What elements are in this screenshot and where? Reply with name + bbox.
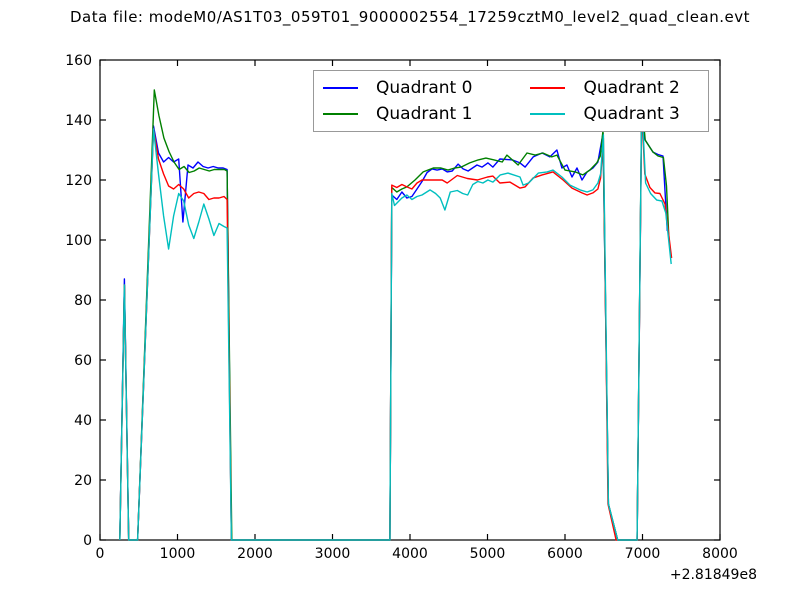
legend-label: Quadrant 0: [376, 78, 473, 98]
x-tick-label: 6000: [547, 546, 583, 562]
legend-line-sample: [530, 113, 566, 115]
plot-frame: [99, 59, 721, 541]
x-tick-label: 3000: [315, 546, 351, 562]
legend-line-sample: [323, 113, 358, 115]
x-tick-label: 5000: [470, 546, 506, 562]
legend-box: Quadrant 0 Quadrant 1 Quadrant 2 Quadrant 3: [313, 70, 709, 132]
y-tick-label: 0: [83, 533, 92, 549]
x-tick-label: 8000: [702, 546, 738, 562]
legend-label: Quadrant 1: [376, 104, 473, 124]
series-line-quadrant-1: [119, 89, 670, 541]
legend-line-sample: [530, 87, 566, 89]
y-tick-label: 140: [65, 113, 92, 129]
legend-item-quadrant-2: Quadrant 2: [530, 78, 680, 98]
legend-line-sample: [323, 87, 358, 89]
chart-title: Data file: modeM0/AS1T03_059T01_90000025…: [70, 8, 750, 26]
x-tick-label: 4000: [392, 546, 428, 562]
x-tick-label: 1000: [160, 546, 196, 562]
x-tick-label: 2000: [237, 546, 273, 562]
y-tick-label: 80: [74, 293, 92, 309]
legend-item-quadrant-0: Quadrant 0: [323, 78, 472, 98]
series-line-quadrant-3: [119, 101, 672, 541]
legend-item-quadrant-3: Quadrant 3: [530, 104, 680, 124]
x-tick-label: 0: [96, 546, 105, 562]
y-tick-label: 120: [65, 173, 92, 189]
legend-label: Quadrant 3: [583, 104, 680, 124]
x-axis-offset-label: +2.81849e8: [670, 567, 757, 583]
x-tick-label: 7000: [625, 546, 661, 562]
legend-item-quadrant-1: Quadrant 1: [323, 104, 472, 124]
series-line-quadrant-0: [119, 105, 668, 541]
y-tick-label: 60: [74, 353, 92, 369]
y-tick-label: 100: [65, 233, 92, 249]
series-line-quadrant-2: [119, 108, 673, 541]
y-tick-label: 160: [65, 53, 92, 69]
legend-label: Quadrant 2: [583, 78, 680, 98]
y-tick-label: 40: [74, 413, 92, 429]
y-tick-label: 20: [74, 473, 92, 489]
